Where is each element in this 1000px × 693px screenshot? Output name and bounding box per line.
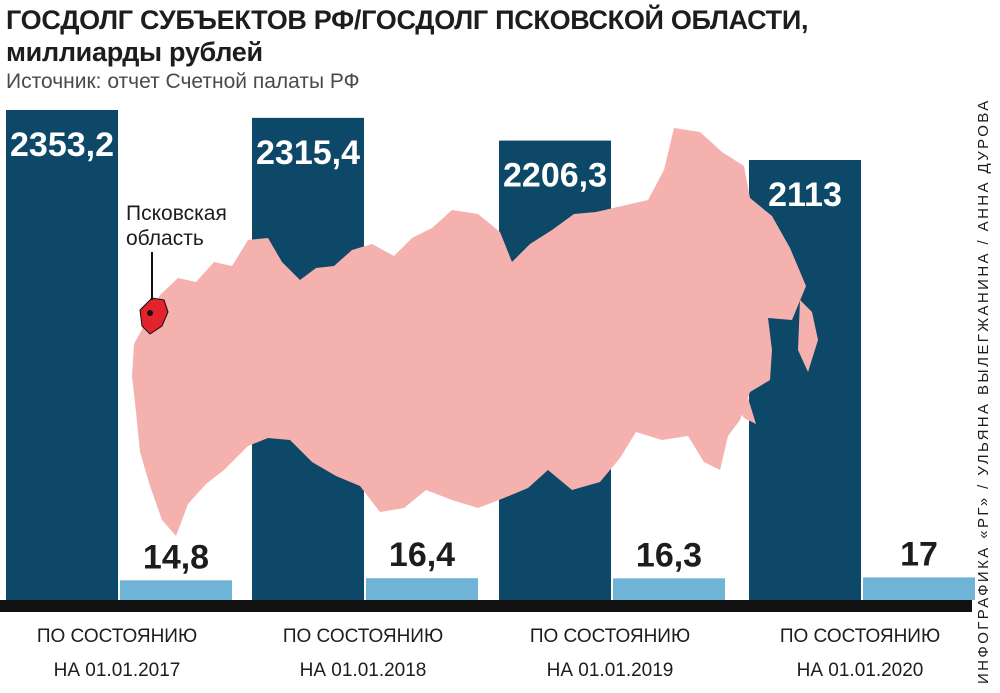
russia-map: Псковская область xyxy=(126,128,818,536)
rf-debt-bar xyxy=(6,110,118,600)
pskov-debt-value-label: 14,8 xyxy=(143,538,209,576)
category-label: ПО СОСТОЯНИЮ xyxy=(37,626,197,647)
category-label: ПО СОСТОЯНИЮ xyxy=(530,626,690,647)
category-label: НА 01.01.2017 xyxy=(54,660,181,681)
rf-debt-value-label: 2353,2 xyxy=(10,126,114,164)
pskov-debt-bar xyxy=(613,578,725,600)
category-labels: ПО СОСТОЯНИЮ НА 01.01.2017 ПО СОСТОЯНИЮ НА … xyxy=(37,626,940,681)
rf-debt-value-label: 2113 xyxy=(768,176,842,214)
pskov-debt-bar xyxy=(120,580,232,600)
rf-value-labels: 2353,2 2315,4 2206,3 2113 xyxy=(10,126,842,214)
rf-debt-value-label: 2206,3 xyxy=(503,157,607,195)
pskov-label-line-2: область xyxy=(126,227,204,250)
credit-text: ИНФОГРАФИКА «РГ» / УЛЬЯНА ВЫЛЕГЖАНИНА / … xyxy=(975,98,992,684)
category-label: ПО СОСТОЯНИЮ xyxy=(283,626,443,647)
chart-title: ГОСДОЛГ СУБЪЕКТОВ РФ/ГОСДОЛГ ПСКОВСКОЙ О… xyxy=(6,4,808,68)
pskov-region xyxy=(139,297,169,335)
source-note: Источник: отчет Счетной палаты РФ xyxy=(6,70,360,93)
pskov-debt-bars xyxy=(120,577,975,600)
pskov-debt-value-label: 17 xyxy=(900,535,938,573)
category-label: НА 01.01.2020 xyxy=(797,660,924,681)
title-line-2: миллиарды рублей xyxy=(6,37,263,67)
pskov-debt-value-label: 16,4 xyxy=(389,536,455,574)
category-label: НА 01.01.2018 xyxy=(300,660,427,681)
rf-debt-value-label: 2315,4 xyxy=(256,134,360,172)
kamchatka-shape xyxy=(798,300,818,372)
category-label: ПО СОСТОЯНИЮ xyxy=(780,626,940,647)
pskov-debt-bar xyxy=(366,578,478,600)
pskov-marker xyxy=(147,310,153,316)
pskov-debt-value-label: 16,3 xyxy=(636,536,702,574)
pskov-value-labels: 14,8 16,4 16,3 17 xyxy=(143,535,938,576)
pskov-label-line-1: Псковская xyxy=(126,202,227,225)
sakhalin-shape xyxy=(718,366,756,424)
pskov-debt-bar xyxy=(863,577,975,600)
russia-map-shape xyxy=(132,128,806,536)
category-label: НА 01.01.2019 xyxy=(547,660,674,681)
title-line-1: ГОСДОЛГ СУБЪЕКТОВ РФ/ГОСДОЛГ ПСКОВСКОЙ О… xyxy=(6,5,809,35)
baseline xyxy=(0,600,972,612)
